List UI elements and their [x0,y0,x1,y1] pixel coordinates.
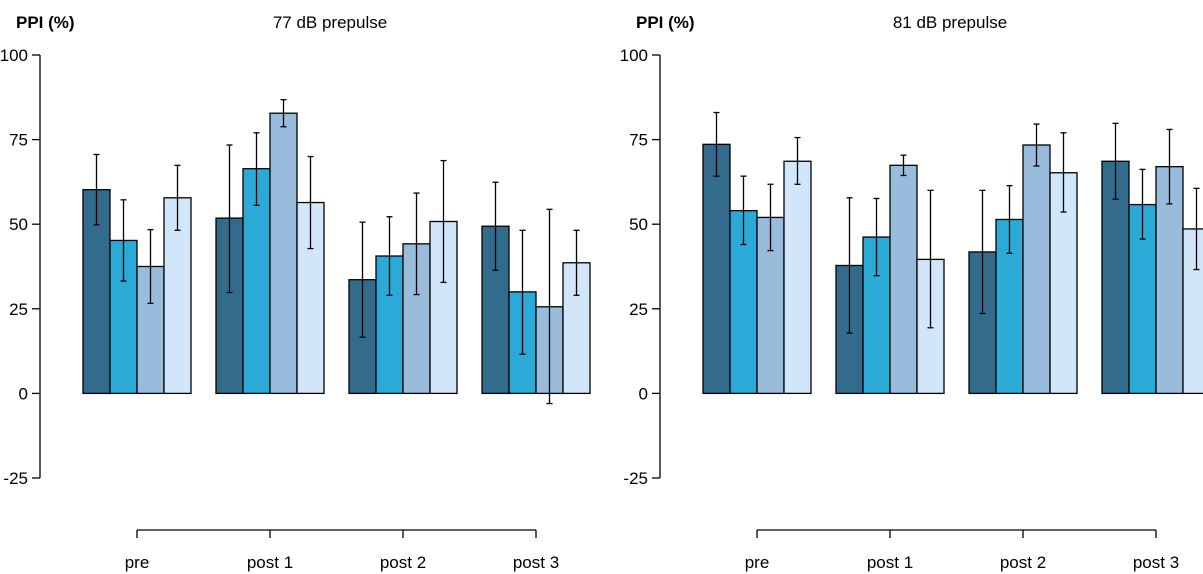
error-bar [440,159,447,284]
error-bar [120,199,127,282]
y-axis: -25 0 25 50 75 100 [0,46,41,488]
error-bar [413,192,420,296]
y-tick-label: 25 [9,300,28,319]
error-bar [386,216,393,296]
chart-title: 81 dB prepulse [893,13,1007,32]
error-bar [740,175,747,246]
x-tick-label: post 2 [1000,553,1046,572]
bar [702,143,731,395]
bar [242,168,271,395]
error-bar [979,189,986,315]
x-tick-label: post 3 [1133,553,1179,572]
y-tick-label: 50 [9,215,28,234]
x-axis: pre post 1 post 2 post 3 [125,529,559,572]
error-bar [546,208,553,405]
error-bar [1166,128,1173,205]
plot-area: -25 0 25 50 75 100 pre post 1 post 2 post 3 [0,46,591,572]
error-bar [794,136,801,185]
error-bar [147,228,154,305]
chart-title: 77 dB prepulse [273,13,387,32]
error-bar [519,229,526,355]
error-bar [359,221,366,338]
y-tick-label: 75 [629,131,648,150]
error-bar [1033,123,1040,167]
y-axis-label: PPI (%) [636,13,695,32]
y-axis: -25 0 25 50 75 100 [620,46,661,488]
x-tick-label: pre [745,553,770,572]
x-tick-label: post 1 [867,553,913,572]
y-tick-label: 100 [0,46,28,65]
x-axis: pre post 1 post 2 post 3 [745,529,1179,572]
error-bar [873,197,880,277]
y-tick-label: -25 [623,469,648,488]
error-bar [253,132,260,206]
x-tick-label: post 2 [380,553,426,572]
error-bar [573,229,580,296]
x-tick-label: pre [125,553,150,572]
error-bar [1193,187,1200,271]
plot-area: -25 0 25 50 75 100 pre post 1 post 2 post 3 [620,46,1203,572]
error-bar [93,153,100,226]
error-bar [1060,132,1067,213]
y-tick-label: 0 [19,384,28,403]
bars [702,111,1203,395]
y-tick-label: 100 [620,46,648,65]
error-bar [1006,184,1013,254]
error-bar [174,164,181,231]
error-bar [846,197,853,334]
bar [756,216,785,395]
error-bar [1139,168,1146,240]
y-tick-label: 25 [629,300,648,319]
x-tick-label: post 1 [247,553,293,572]
y-tick-label: 75 [9,131,28,150]
error-bar [492,181,499,271]
x-tick-label: post 3 [513,553,559,572]
y-tick-label: 50 [629,215,648,234]
bar [1101,160,1130,395]
error-bar [713,111,720,177]
y-tick-label: 0 [639,384,648,403]
error-bar [280,99,287,128]
y-tick-label: -25 [3,469,28,488]
bar [1022,144,1051,395]
y-axis-label: PPI (%) [16,13,75,32]
error-bar [226,144,233,294]
bar [783,160,812,395]
error-bar [767,183,774,252]
bar [269,112,298,395]
bars [82,99,591,405]
error-bar [307,155,314,250]
error-bar [1112,122,1119,200]
error-bar [927,189,934,329]
bar [1182,228,1203,395]
error-bar [900,154,907,177]
bar [889,164,918,395]
